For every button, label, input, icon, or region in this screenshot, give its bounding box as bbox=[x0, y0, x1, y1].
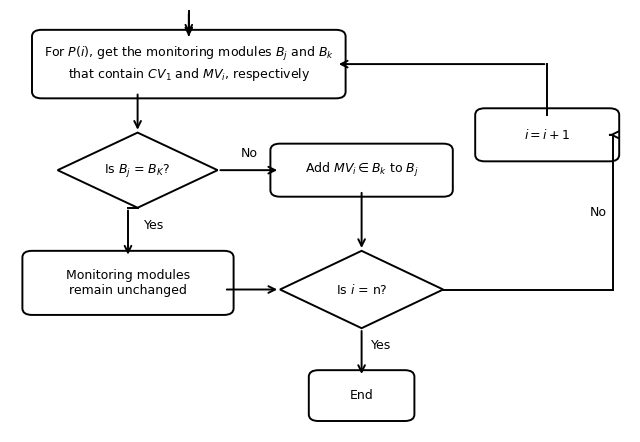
Text: No: No bbox=[589, 206, 607, 219]
Polygon shape bbox=[58, 133, 218, 208]
FancyBboxPatch shape bbox=[308, 370, 415, 421]
FancyBboxPatch shape bbox=[32, 30, 346, 99]
FancyBboxPatch shape bbox=[22, 251, 234, 315]
FancyBboxPatch shape bbox=[475, 108, 619, 161]
Text: End: End bbox=[349, 389, 374, 402]
Text: Yes: Yes bbox=[143, 219, 164, 232]
Text: Add $MV_i \in B_k$ to $B_j$: Add $MV_i \in B_k$ to $B_j$ bbox=[305, 161, 419, 179]
Text: Yes: Yes bbox=[371, 339, 391, 352]
Polygon shape bbox=[280, 251, 443, 328]
Text: $i = i + 1$: $i = i + 1$ bbox=[524, 128, 570, 142]
Text: For $P(i)$, get the monitoring modules $B_j$ and $B_k$
that contain $CV_1$ and $: For $P(i)$, get the monitoring modules $… bbox=[44, 46, 334, 83]
Text: Monitoring modules
remain unchanged: Monitoring modules remain unchanged bbox=[66, 269, 190, 297]
FancyBboxPatch shape bbox=[270, 144, 453, 197]
Text: Is $i$ = n?: Is $i$ = n? bbox=[336, 282, 387, 297]
Text: No: No bbox=[240, 147, 257, 160]
Text: Is $B_j$ = $B_K$?: Is $B_j$ = $B_K$? bbox=[104, 162, 171, 179]
